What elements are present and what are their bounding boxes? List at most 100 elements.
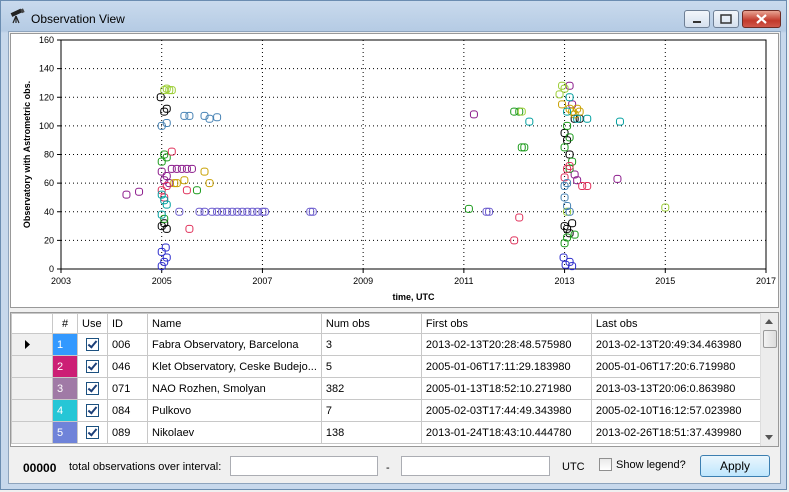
data-point xyxy=(565,133,574,142)
data-point xyxy=(160,214,169,223)
row-header[interactable] xyxy=(11,355,53,378)
close-button[interactable] xyxy=(742,10,781,28)
data-point xyxy=(464,204,473,213)
title-bar[interactable]: Observation View xyxy=(1,1,788,31)
data-point xyxy=(238,207,247,216)
column-header-first-obs[interactable]: First obs xyxy=(420,313,592,334)
data-point xyxy=(180,176,189,185)
interval-end-input[interactable] xyxy=(401,456,550,476)
row-header[interactable] xyxy=(11,333,53,356)
data-point xyxy=(613,174,622,183)
scroll-up-icon[interactable] xyxy=(765,319,773,324)
column-header-name[interactable]: Name xyxy=(147,313,322,334)
use-cell[interactable] xyxy=(77,355,108,378)
chart-panel: 2003 2005 2007 2009 2011 2013 2015 2017 0 20 40 60 8… xyxy=(10,33,779,308)
data-point xyxy=(563,202,572,211)
data-point xyxy=(615,117,624,126)
num-obs-cell: 138 xyxy=(320,421,422,444)
x-tick-label: 2003 xyxy=(51,276,71,286)
data-point xyxy=(568,262,577,271)
table-row[interactable]: 1 006 Fabra Observatory, Barcelona 3 2013-02… xyxy=(11,333,764,356)
use-checkbox[interactable] xyxy=(86,337,99,351)
use-cell[interactable] xyxy=(77,333,108,356)
name-cell: Pulkovo xyxy=(147,399,322,422)
data-point xyxy=(185,111,194,120)
maximize-button[interactable] xyxy=(713,10,739,28)
data-point xyxy=(560,239,569,248)
column-header-id[interactable]: ID xyxy=(107,313,148,334)
data-point xyxy=(161,243,170,252)
scroll-down-icon[interactable] xyxy=(765,435,773,440)
use-checkbox[interactable] xyxy=(86,381,99,395)
table-row[interactable]: 3 071 NAO Rozhen, Smolyan 382 2005-01-13T18:… xyxy=(11,377,764,400)
bottom-bar: 00000 total observations over interval: … xyxy=(9,450,780,484)
data-point xyxy=(260,207,269,216)
table-vertical-scrollbar[interactable] xyxy=(760,313,778,446)
apply-button[interactable]: Apply xyxy=(700,455,770,477)
table-row[interactable]: 5 089 Nikolaev 138 2013-01-24T18:43:10.44478… xyxy=(11,421,764,444)
interval-start-input[interactable] xyxy=(230,456,378,476)
data-point xyxy=(162,171,171,180)
last-obs-cell: 2005-02-10T16:12:57.023980 xyxy=(590,399,764,422)
row-header[interactable] xyxy=(11,399,53,422)
table-header-row: # Use ID Name Num obs First obs Last obs xyxy=(11,313,764,334)
close-icon xyxy=(756,14,767,24)
data-point xyxy=(559,253,568,262)
data-point xyxy=(563,224,572,233)
data-point xyxy=(560,193,569,202)
scroll-thumb[interactable] xyxy=(763,330,777,348)
table-row[interactable]: 4 084 Pulkovo 7 2005-02-03T17:44:49.343980 20… xyxy=(11,399,764,422)
column-header-num-obs[interactable]: Num obs xyxy=(320,313,422,334)
data-point xyxy=(180,111,189,120)
data-point xyxy=(200,111,209,120)
column-header-last-obs[interactable]: Last obs xyxy=(590,313,764,334)
row-header[interactable] xyxy=(11,377,53,400)
data-point xyxy=(160,86,169,95)
use-cell[interactable] xyxy=(77,399,108,422)
data-point xyxy=(565,207,574,216)
y-tick-label: 40 xyxy=(44,207,54,217)
data-point xyxy=(182,164,191,173)
data-point xyxy=(172,164,181,173)
data-point xyxy=(558,100,567,109)
data-point xyxy=(162,119,171,128)
data-point xyxy=(568,107,577,116)
data-point xyxy=(177,164,186,173)
y-tick-label: 60 xyxy=(44,178,54,188)
data-point xyxy=(525,117,534,126)
minimize-icon xyxy=(693,21,701,23)
name-cell: Nikolaev xyxy=(147,421,322,444)
use-cell[interactable] xyxy=(77,421,108,444)
use-checkbox[interactable] xyxy=(86,403,99,417)
data-point xyxy=(570,110,579,119)
observatory-table: # Use ID Name Num obs First obs Last obs… xyxy=(11,313,764,444)
table-row[interactable]: 2 046 Klet Observatory, Ceske Budejo... 5 20… xyxy=(11,355,764,378)
use-checkbox[interactable] xyxy=(86,359,99,373)
id-cell: 006 xyxy=(107,333,148,356)
x-tick-label: 2011 xyxy=(454,276,473,286)
data-point xyxy=(583,181,592,190)
client-area: 2003 2005 2007 2009 2011 2013 2015 2017 0 20 40 60 8… xyxy=(8,31,781,484)
show-legend-label[interactable]: Show legend? xyxy=(616,459,686,471)
x-tick-label: 2009 xyxy=(353,276,373,286)
data-point xyxy=(563,179,572,188)
x-tick-label: 2005 xyxy=(152,276,172,286)
show-legend-checkbox[interactable] xyxy=(599,458,612,471)
data-point xyxy=(157,157,166,166)
minimize-button[interactable] xyxy=(684,10,710,28)
id-cell: 071 xyxy=(107,377,148,400)
use-checkbox[interactable] xyxy=(86,425,99,439)
data-point xyxy=(162,224,171,233)
column-header-use[interactable]: Use xyxy=(77,313,108,334)
column-header-num[interactable]: # xyxy=(52,313,78,334)
row-header[interactable] xyxy=(11,421,53,444)
data-point xyxy=(167,164,176,173)
x-axis-label: time, UTC xyxy=(392,292,435,302)
use-cell[interactable] xyxy=(77,377,108,400)
data-point xyxy=(565,104,574,113)
data-point xyxy=(185,224,194,233)
data-point xyxy=(565,161,574,170)
num-obs-cell: 5 xyxy=(320,355,422,378)
data-point xyxy=(122,190,131,199)
